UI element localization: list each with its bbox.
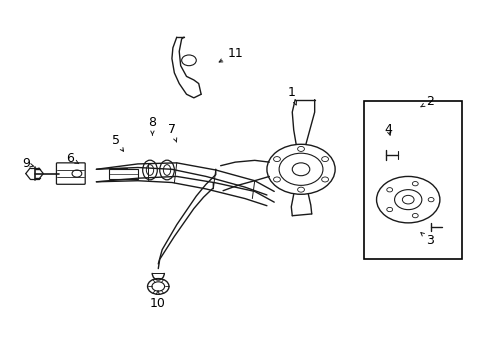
FancyBboxPatch shape <box>56 163 85 184</box>
Text: 11: 11 <box>219 47 243 62</box>
Text: 7: 7 <box>168 123 177 142</box>
Text: 8: 8 <box>148 116 156 135</box>
Bar <box>109 168 138 179</box>
Text: 4: 4 <box>385 123 392 136</box>
Bar <box>365 102 462 258</box>
Text: 1: 1 <box>287 86 296 105</box>
Text: 10: 10 <box>149 291 165 310</box>
Text: 6: 6 <box>66 152 79 165</box>
Text: 5: 5 <box>112 134 123 151</box>
Text: 3: 3 <box>421 233 434 247</box>
Text: 9: 9 <box>22 157 33 170</box>
Text: 2: 2 <box>421 95 434 108</box>
